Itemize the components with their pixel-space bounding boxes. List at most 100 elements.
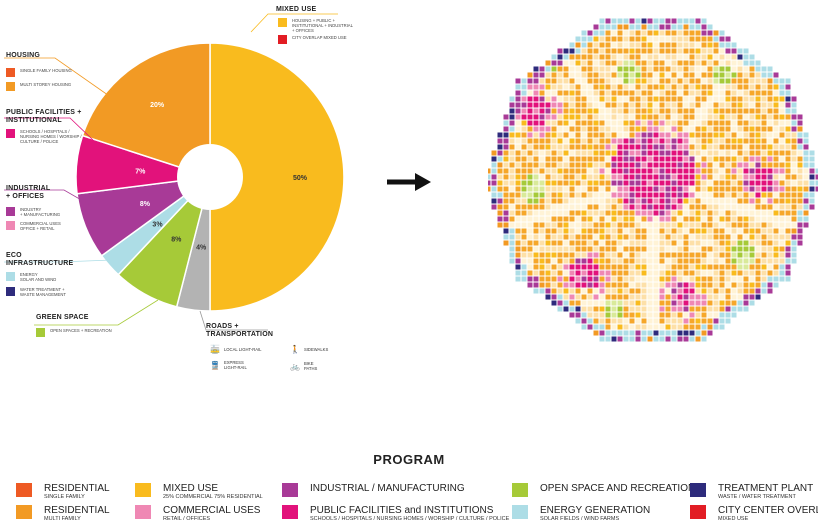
- plan-cell: [779, 198, 785, 204]
- plan-cell: [581, 150, 587, 156]
- plan-cell: [563, 294, 569, 300]
- plan-cell: [623, 66, 629, 72]
- plan-cell: [533, 132, 539, 138]
- plan-cell: [647, 216, 653, 222]
- plan-cell: [533, 174, 539, 180]
- plan-cell: [623, 198, 629, 204]
- category-item-text: MULTI STOREY HOUSING: [20, 82, 72, 87]
- plan-cell: [785, 228, 791, 234]
- plan-cell: [581, 108, 587, 114]
- plan-cell: [611, 180, 617, 186]
- plan-cell: [707, 246, 713, 252]
- plan-cell: [647, 174, 653, 180]
- plan-cell: [599, 318, 605, 324]
- plan-cell: [695, 168, 701, 174]
- plan-cell: [779, 150, 785, 156]
- plan-cell: [605, 144, 611, 150]
- plan-cell: [695, 96, 701, 102]
- plan-cell: [647, 192, 653, 198]
- plan-cell: [683, 114, 689, 120]
- plan-cell: [545, 150, 551, 156]
- plan-cell: [569, 108, 575, 114]
- plan-cell: [653, 162, 659, 168]
- plan-cell: [809, 162, 815, 168]
- plan-cell: [545, 186, 551, 192]
- plan-cell: [725, 306, 731, 312]
- plan-cell: [635, 48, 641, 54]
- program-legend-text: COMMERCIAL USES RETAIL / OFFICES: [163, 505, 260, 523]
- plan-cell: [545, 246, 551, 252]
- plan-cell: [683, 162, 689, 168]
- plan-cell: [683, 78, 689, 84]
- plan-cell: [539, 168, 545, 174]
- plan-cell: [701, 162, 707, 168]
- plan-cell: [791, 150, 797, 156]
- plan-cell: [527, 144, 533, 150]
- plan-cell: [599, 36, 605, 42]
- plan-cell: [635, 138, 641, 144]
- plan-cell: [623, 114, 629, 120]
- plan-cell: [797, 138, 803, 144]
- plan-cell: [809, 204, 815, 210]
- plan-cell: [779, 246, 785, 252]
- plan-cell: [593, 288, 599, 294]
- plan-cell: [611, 270, 617, 276]
- plan-cell: [599, 300, 605, 306]
- plan-cell: [803, 198, 809, 204]
- plan-cell: [761, 210, 767, 216]
- plan-cell: [737, 234, 743, 240]
- plan-cell: [749, 72, 755, 78]
- plan-cell: [815, 168, 818, 174]
- plan-cell: [623, 24, 629, 30]
- plan-cell: [587, 234, 593, 240]
- plan-cell: [737, 222, 743, 228]
- plan-cell: [665, 66, 671, 72]
- plan-cell: [611, 60, 617, 66]
- program-legend-item: INDUSTRIAL / MANUFACTURING: [282, 483, 465, 497]
- plan-cell: [587, 288, 593, 294]
- plan-cell: [491, 156, 497, 162]
- plan-cell: [587, 318, 593, 324]
- plan-cell: [743, 228, 749, 234]
- plan-cell: [653, 96, 659, 102]
- plan-cell: [539, 132, 545, 138]
- plan-cell: [791, 114, 797, 120]
- plan-cell: [731, 216, 737, 222]
- plan-cell: [659, 252, 665, 258]
- plan-cell: [629, 114, 635, 120]
- plan-cell: [797, 240, 803, 246]
- plan-cell: [773, 126, 779, 132]
- plan-cell: [785, 264, 791, 270]
- plan-cell: [713, 240, 719, 246]
- plan-cell: [809, 156, 815, 162]
- plan-cell: [773, 108, 779, 114]
- plan-cell: [695, 258, 701, 264]
- plan-cell: [653, 240, 659, 246]
- plan-cell: [695, 66, 701, 72]
- plan-cell: [539, 144, 545, 150]
- plan-cell: [779, 168, 785, 174]
- plan-cell: [689, 192, 695, 198]
- plan-cell: [545, 84, 551, 90]
- plan-cell: [683, 186, 689, 192]
- plan-cell: [755, 180, 761, 186]
- plan-cell: [779, 264, 785, 270]
- plan-cell: [761, 246, 767, 252]
- plan-cell: [713, 282, 719, 288]
- plan-cell: [743, 48, 749, 54]
- plan-cell: [617, 60, 623, 66]
- plan-cell: [563, 288, 569, 294]
- plan-cell: [575, 210, 581, 216]
- plan-cell: [671, 84, 677, 90]
- plan-cell: [647, 276, 653, 282]
- plan-cell: [593, 144, 599, 150]
- plan-cell: [539, 78, 545, 84]
- category-item-text: SINGLE FAMILY HOUSING: [20, 68, 72, 73]
- plan-cell: [641, 180, 647, 186]
- plan-cell: [731, 312, 737, 318]
- plan-cell: [581, 192, 587, 198]
- plan-cell: [641, 204, 647, 210]
- plan-cell: [545, 294, 551, 300]
- plan-cell: [749, 300, 755, 306]
- plan-cell: [779, 162, 785, 168]
